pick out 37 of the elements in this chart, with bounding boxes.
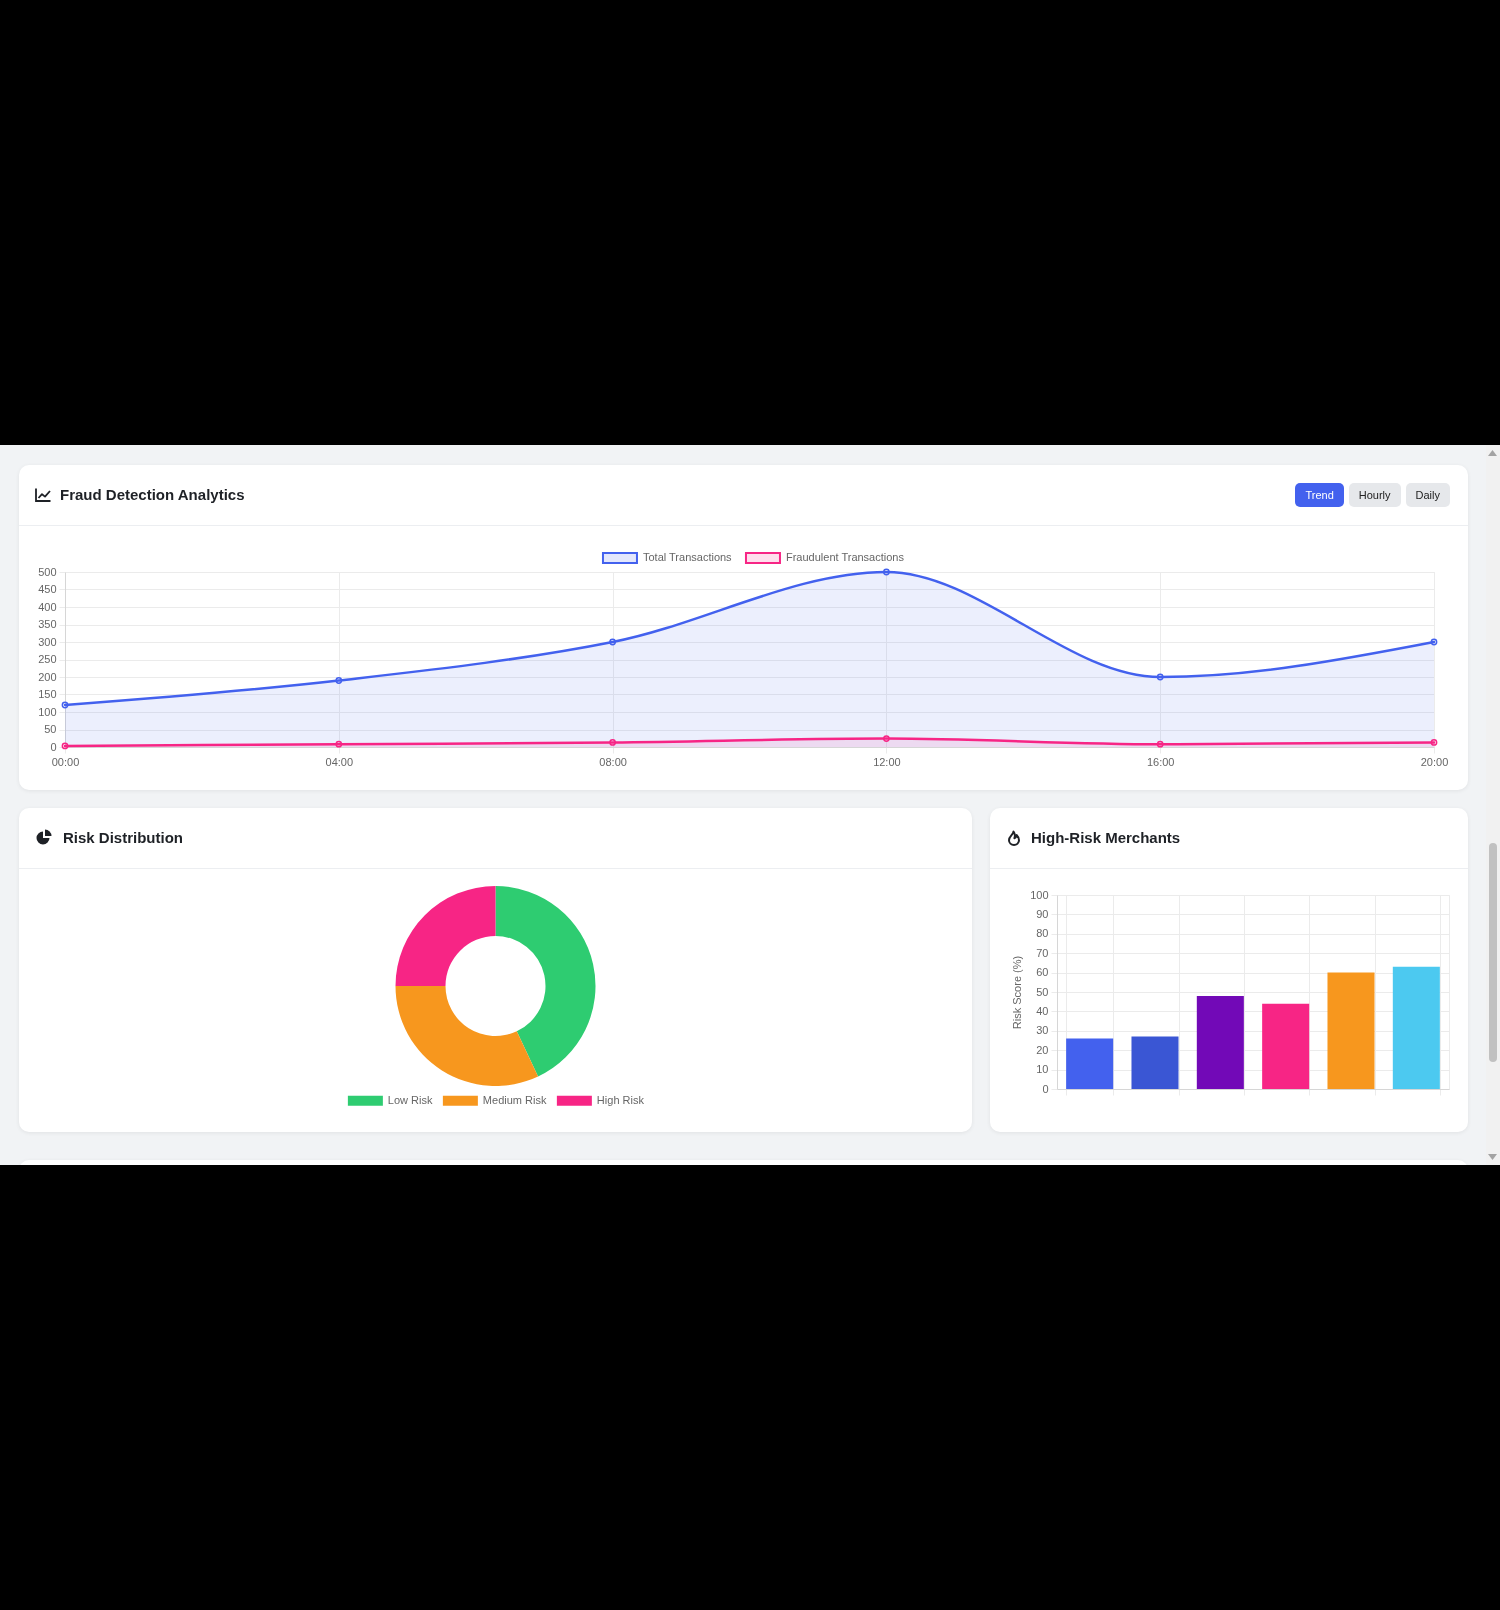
y-tick-label: 30: [1036, 1024, 1049, 1037]
y-tick-label: 0: [1042, 1082, 1049, 1095]
y-tick-label: 250: [38, 653, 57, 665]
chart-title: High-Risk Merchants: [1031, 828, 1181, 848]
y-tick-label: 10: [1036, 1063, 1049, 1076]
x-tick-label: 20:00: [1420, 755, 1449, 768]
text: Risk Distribution: [63, 828, 184, 848]
x-tick-label: 16:00: [1146, 755, 1175, 768]
y-tick-label: 200: [38, 670, 57, 683]
y-tick-label: 150: [38, 688, 57, 700]
y-tick-label: 40: [1036, 1004, 1049, 1017]
y-tick-label: 90: [1036, 907, 1049, 920]
y-axis-title: Risk Score (%): [1011, 955, 1024, 1030]
x-tick-label: 00:00: [51, 755, 80, 768]
y-tick-label: 450: [38, 583, 57, 595]
y-tick-label: 400: [38, 600, 57, 613]
y-tick-label: 20: [1036, 1043, 1049, 1056]
y-tick-label: 350: [38, 618, 57, 630]
legend-label: Medium Risk: [482, 1093, 547, 1106]
y-tick-label: 100: [1030, 888, 1049, 901]
x-tick-label: 12:00: [873, 755, 901, 768]
legend-label: Fraudulent Transactions: [785, 551, 905, 563]
y-tick-label: 80: [1036, 927, 1049, 940]
y-tick-label: 100: [38, 705, 57, 718]
legend-label: High Risk: [596, 1093, 645, 1106]
y-tick-label: 60: [1036, 966, 1049, 979]
y-tick-label: 500: [38, 565, 57, 578]
y-tick-label: 0: [50, 740, 57, 753]
chart-title: Fraud Detection Analytics: [60, 485, 245, 505]
y-tick-label: 300: [38, 635, 57, 648]
y-tick-label: 50: [1036, 985, 1049, 998]
x-tick-label: 04:00: [325, 755, 354, 768]
legend-label: Low Risk: [387, 1093, 433, 1106]
y-tick-label: 70: [1036, 946, 1049, 959]
y-tick-label: 50: [44, 723, 57, 735]
x-tick-label: 08:00: [599, 755, 627, 768]
legend-label: Total Transactions: [642, 551, 733, 563]
